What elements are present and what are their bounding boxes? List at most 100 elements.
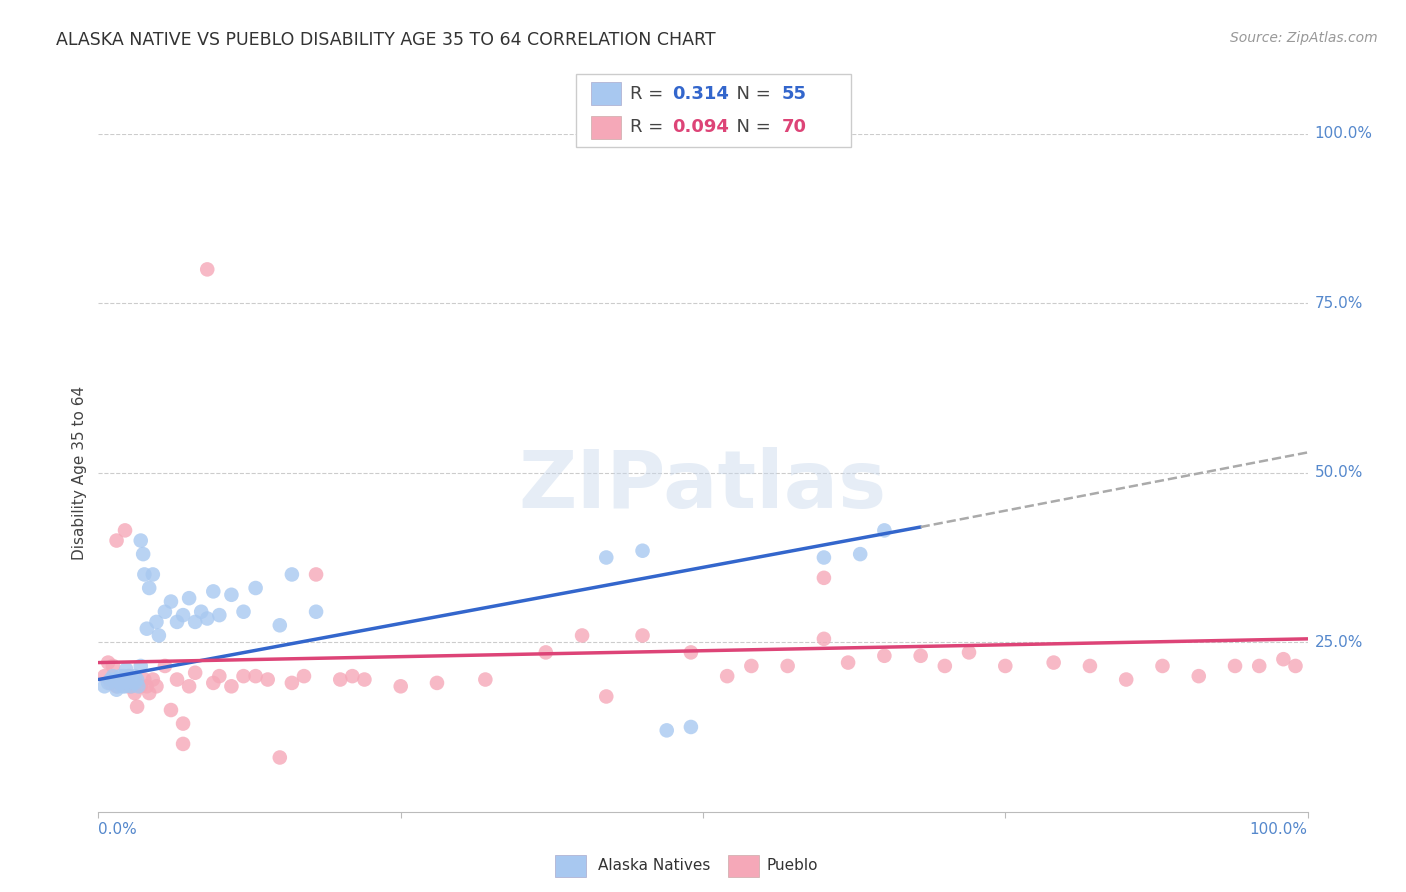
Point bbox=[1188, 669, 1211, 683]
Point bbox=[101, 659, 124, 673]
Point bbox=[148, 628, 170, 642]
Point bbox=[108, 673, 131, 687]
Point bbox=[114, 524, 136, 538]
Point bbox=[153, 605, 176, 619]
Point bbox=[177, 679, 201, 693]
Point bbox=[114, 679, 136, 693]
Point bbox=[93, 669, 115, 683]
Point bbox=[292, 669, 315, 683]
Point bbox=[208, 608, 231, 623]
Point bbox=[93, 679, 115, 693]
Point bbox=[118, 679, 141, 693]
Point bbox=[281, 567, 304, 582]
Point bbox=[873, 648, 896, 663]
Point bbox=[776, 659, 799, 673]
Text: 0.094: 0.094 bbox=[672, 119, 728, 136]
Point bbox=[595, 690, 617, 704]
Point bbox=[1284, 659, 1306, 673]
Point bbox=[1272, 652, 1295, 666]
Point bbox=[121, 673, 143, 687]
Point bbox=[166, 615, 188, 629]
Point bbox=[160, 594, 183, 608]
Point bbox=[184, 615, 207, 629]
Point bbox=[118, 673, 141, 687]
Point bbox=[740, 659, 762, 673]
Point bbox=[105, 682, 128, 697]
Y-axis label: Disability Age 35 to 64: Disability Age 35 to 64 bbox=[72, 385, 87, 560]
Point bbox=[232, 669, 254, 683]
Point bbox=[873, 524, 896, 538]
Point bbox=[108, 669, 131, 683]
Point bbox=[994, 659, 1017, 673]
Point bbox=[281, 676, 304, 690]
Point bbox=[208, 669, 231, 683]
Point bbox=[118, 669, 141, 683]
Point bbox=[105, 673, 128, 687]
Point bbox=[114, 673, 136, 687]
Point bbox=[269, 750, 291, 764]
Text: N =: N = bbox=[725, 119, 778, 136]
Point bbox=[849, 547, 872, 561]
Point bbox=[631, 543, 654, 558]
Text: R =: R = bbox=[630, 119, 669, 136]
Point bbox=[153, 659, 176, 673]
Point bbox=[105, 679, 128, 693]
Point bbox=[120, 679, 142, 693]
Point bbox=[245, 669, 267, 683]
Text: Source: ZipAtlas.com: Source: ZipAtlas.com bbox=[1230, 31, 1378, 45]
Point bbox=[177, 591, 201, 606]
Point bbox=[195, 262, 218, 277]
Text: 50.0%: 50.0% bbox=[1315, 466, 1362, 480]
Point bbox=[426, 676, 449, 690]
Text: 0.314: 0.314 bbox=[672, 85, 728, 103]
Point bbox=[127, 699, 149, 714]
Point bbox=[135, 622, 157, 636]
Point bbox=[124, 669, 146, 683]
Point bbox=[202, 584, 225, 599]
Point bbox=[100, 673, 122, 687]
Point bbox=[124, 676, 146, 690]
Point bbox=[101, 669, 124, 683]
Point bbox=[202, 676, 225, 690]
Point bbox=[934, 659, 956, 673]
Point bbox=[108, 676, 131, 690]
Point bbox=[389, 679, 412, 693]
Point bbox=[172, 737, 194, 751]
Point bbox=[1042, 656, 1064, 670]
Point bbox=[129, 533, 152, 548]
Point bbox=[305, 567, 328, 582]
Point bbox=[100, 676, 122, 690]
Point bbox=[145, 679, 167, 693]
Point bbox=[118, 669, 141, 683]
Point bbox=[910, 648, 932, 663]
Point bbox=[142, 567, 165, 582]
Point bbox=[184, 665, 207, 680]
Point bbox=[138, 581, 160, 595]
Point bbox=[112, 669, 135, 683]
Point bbox=[353, 673, 375, 687]
Point bbox=[111, 679, 134, 693]
Point bbox=[813, 632, 835, 646]
Point bbox=[166, 673, 188, 687]
Point bbox=[813, 571, 835, 585]
Point bbox=[111, 676, 134, 690]
Point bbox=[595, 550, 617, 565]
Point bbox=[1223, 659, 1246, 673]
Point bbox=[120, 679, 142, 693]
Point bbox=[138, 686, 160, 700]
Point bbox=[342, 669, 364, 683]
Point bbox=[245, 581, 267, 595]
Point bbox=[114, 673, 136, 687]
Point bbox=[124, 686, 146, 700]
Text: Alaska Natives: Alaska Natives bbox=[598, 858, 710, 872]
Point bbox=[716, 669, 738, 683]
Text: ALASKA NATIVE VS PUEBLO DISABILITY AGE 35 TO 64 CORRELATION CHART: ALASKA NATIVE VS PUEBLO DISABILITY AGE 3… bbox=[56, 31, 716, 49]
Text: 0.0%: 0.0% bbox=[98, 822, 138, 838]
Text: 70: 70 bbox=[782, 119, 807, 136]
Point bbox=[135, 679, 157, 693]
Text: Pueblo: Pueblo bbox=[766, 858, 818, 872]
Point bbox=[97, 676, 120, 690]
Point bbox=[232, 605, 254, 619]
Point bbox=[813, 550, 835, 565]
Text: N =: N = bbox=[725, 85, 778, 103]
